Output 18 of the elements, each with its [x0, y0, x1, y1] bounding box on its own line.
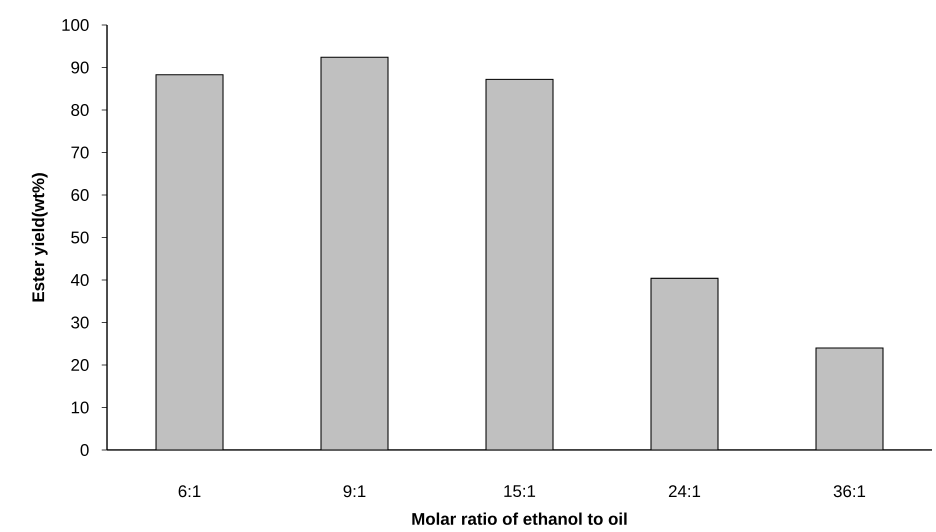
x-tick-label: 24:1 — [668, 485, 700, 498]
y-tick-label: 100 — [62, 19, 89, 31]
y-tick-label: 30 — [71, 316, 89, 328]
y-tick-label: 70 — [71, 146, 89, 158]
x-tick-label: 36:1 — [834, 485, 866, 498]
y-tick-label: 0 — [80, 444, 89, 456]
x-tick-label: 15:1 — [504, 485, 536, 498]
x-axis-title: Molar ratio of ethanol to oil — [412, 512, 627, 525]
y-tick-label: 90 — [71, 62, 89, 74]
y-tick-label: 50 — [71, 232, 89, 244]
y-tick-label: 40 — [70, 274, 89, 286]
y-tick-label: 60 — [71, 189, 89, 201]
y-tick-label: 20 — [71, 359, 89, 371]
y-tick-label: 80 — [71, 104, 89, 116]
y-axis-title: Ester yield(wt%) — [32, 173, 48, 302]
x-tick-label: 6:1 — [178, 485, 200, 498]
y-tick-label: 10 — [72, 401, 89, 414]
x-tick-label: 9:1 — [344, 485, 366, 498]
